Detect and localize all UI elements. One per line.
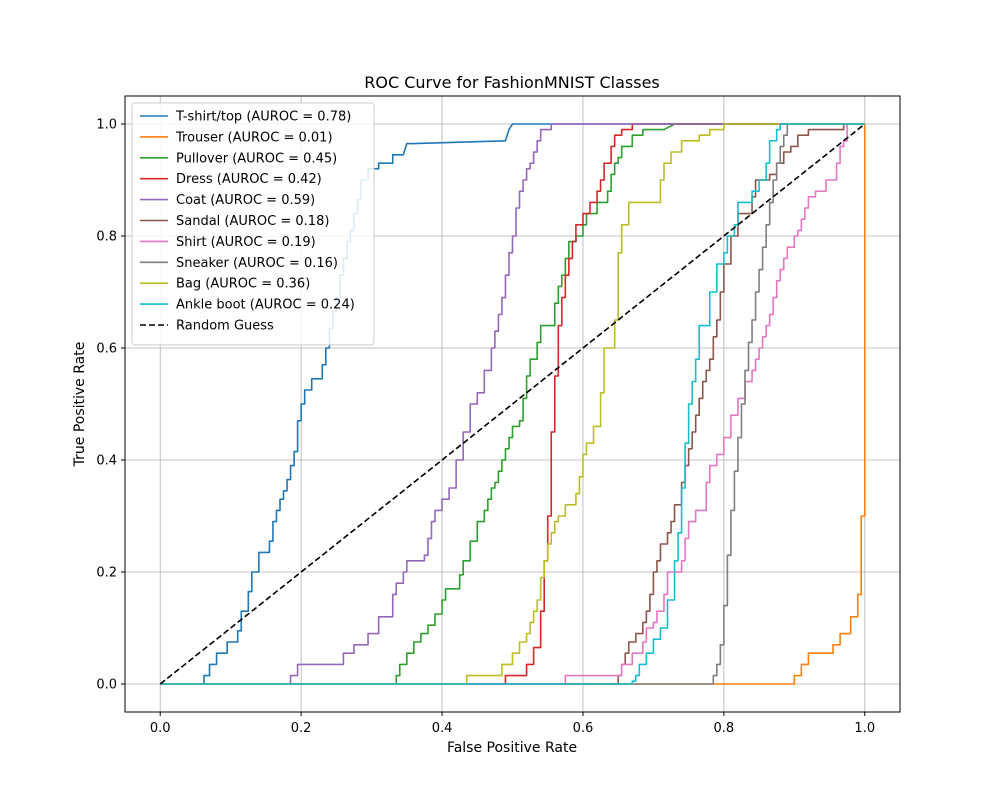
x-tick-label: 0.4	[432, 721, 453, 736]
y-tick-label: 0.0	[96, 678, 117, 693]
series-line-8	[160, 123, 865, 685]
y-axis-label: True Positive Rate	[72, 342, 88, 468]
series-line-10	[159, 123, 866, 685]
legend-entry-label: T-shirt/top (AUROC = 0.78)	[175, 110, 351, 125]
chart-title: ROC Curve for FashionMNIST Classes	[364, 73, 660, 92]
series-line-6	[160, 123, 865, 685]
x-tick-label: 0.2	[291, 721, 312, 736]
x-axis-label: False Positive Rate	[447, 740, 577, 756]
legend-box	[131, 102, 375, 346]
legend-entry-label: Ankle boot (AUROC = 0.24)	[176, 298, 355, 313]
y-tick-label: 0.8	[96, 230, 117, 245]
legend-entry-label: Sneaker (AUROC = 0.16)	[176, 256, 338, 271]
y-tick-label: 0.6	[96, 342, 117, 357]
x-tick-label: 0.6	[573, 721, 594, 736]
legend-entry-label: Random Guess	[176, 319, 274, 334]
legend: T-shirt/top (AUROC = 0.78) Trouser (AUROC…	[131, 102, 375, 346]
legend-entry-label: Shirt (AUROC = 0.19)	[176, 235, 316, 250]
series-line-2	[160, 123, 865, 685]
plot-frame	[124, 95, 901, 713]
legend-entry-label: Sandal (AUROC = 0.18)	[176, 214, 329, 229]
x-axis-ticks: 0.0 0.2 0.4 0.6 0.8 1.0	[150, 712, 875, 736]
series-line-3	[160, 123, 865, 685]
legend-entry-label: Coat (AUROC = 0.59)	[176, 193, 315, 208]
legend-entry-label: Trouser (AUROC = 0.01)	[175, 130, 333, 145]
legend-entry-label: Pullover (AUROC = 0.45)	[176, 151, 337, 166]
y-axis-ticks: 0.0 0.2 0.4 0.6 0.8 1.0	[96, 118, 125, 693]
y-tick-label: 0.4	[96, 454, 117, 469]
series-line-4	[160, 123, 865, 685]
series-line-1	[160, 124, 866, 685]
x-tick-label: 1.0	[854, 721, 875, 736]
legend-entry-label: Bag (AUROC = 0.36)	[176, 277, 310, 292]
x-tick-label: 0.8	[714, 721, 735, 736]
x-tick-label: 0.0	[150, 721, 171, 736]
legend-entry-label: Dress (AUROC = 0.42)	[176, 172, 322, 187]
y-tick-label: 0.2	[96, 566, 117, 581]
series-line-9	[160, 123, 865, 685]
series-line-7	[160, 123, 865, 685]
y-tick-label: 1.0	[96, 118, 117, 133]
